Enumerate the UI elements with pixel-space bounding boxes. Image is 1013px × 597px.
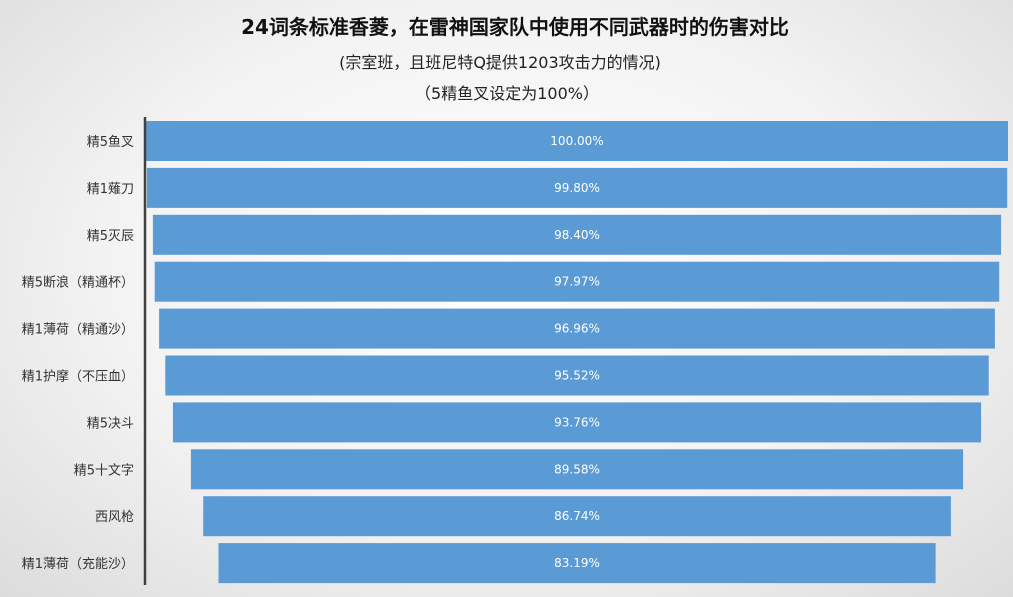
bar (203, 496, 951, 537)
bar-data-label: 83.19% (554, 556, 600, 570)
bar-data-label: 99.80% (554, 181, 600, 195)
bar-data-label: 96.96% (554, 322, 600, 336)
bars-group: 100.00% 99.80% 98.40% 97.97% 96.96% 95.52% 93.… (146, 121, 1008, 584)
category-label: 精1护摩（不压血） (22, 369, 134, 385)
category-label: 精5鱼叉 (87, 134, 134, 150)
bar (172, 402, 982, 443)
chart-subtitle-1: (宗室班，且班尼特Q提供1203攻击力的情况) (339, 53, 661, 72)
bar (190, 449, 964, 490)
category-label: 精5断浪（精通杯） (22, 276, 134, 291)
category-label: 精5决斗 (87, 416, 134, 431)
bar (152, 214, 1002, 255)
bar (159, 308, 995, 349)
bar (218, 543, 936, 584)
bar-data-label: 93.76% (554, 415, 600, 429)
bar (146, 121, 1008, 161)
category-label: 精1薙刀 (87, 182, 134, 197)
chart-subtitle-2: （5精鱼叉设定为100%） (415, 84, 599, 103)
bar-data-label: 97.97% (554, 275, 600, 289)
bar (154, 261, 1000, 302)
bar (146, 167, 1008, 208)
bar-data-label: 89.58% (554, 462, 600, 476)
bar (165, 355, 989, 396)
category-label: 精5十文字 (74, 463, 134, 478)
bar-data-label: 98.40% (554, 228, 600, 242)
category-label: 精5灭辰 (87, 229, 134, 244)
bar-data-label: 95.52% (554, 369, 600, 383)
bar-data-label: 100.00% (550, 134, 603, 148)
category-label: 精1薄荷（充能沙） (22, 556, 134, 572)
category-label: 精1薄荷（精通沙） (22, 323, 134, 338)
chart-title: 24词条标准香菱，在雷神国家队中使用不同武器时的伤害对比 (241, 15, 789, 39)
category-label: 西风枪 (95, 509, 134, 525)
bar-data-label: 86.74% (554, 509, 600, 523)
